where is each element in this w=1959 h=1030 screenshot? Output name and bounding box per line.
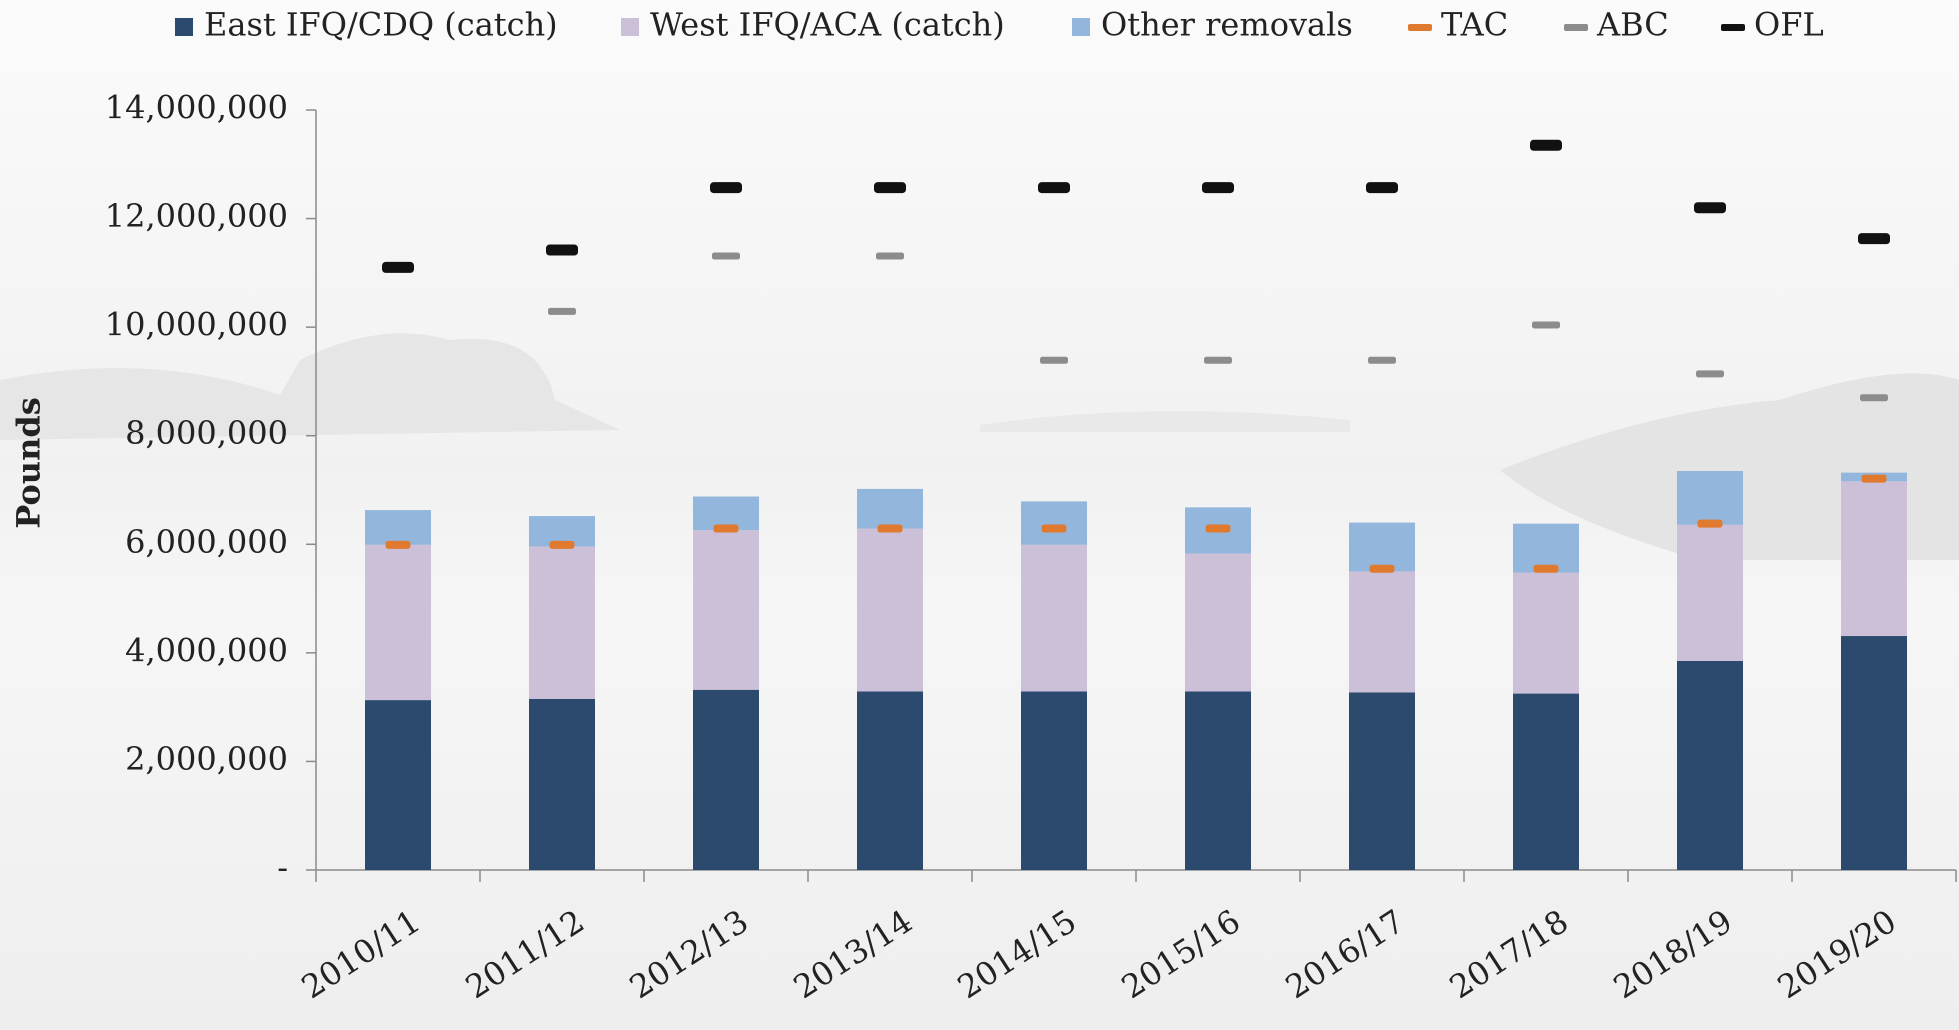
legend-swatch: [175, 18, 193, 36]
legend-label: TAC: [1441, 6, 1508, 44]
marker: [382, 261, 414, 273]
bar-segment: [1349, 692, 1415, 870]
legend-swatch: [1408, 24, 1432, 31]
legend-label: ABC: [1596, 6, 1669, 44]
bar-segment: [857, 691, 923, 870]
legend-swatch: [621, 18, 639, 36]
marker: [1040, 356, 1068, 364]
bar-segment: [1841, 481, 1907, 637]
bar-segment: [1021, 544, 1087, 692]
y-tick-label: 10,000,000: [105, 306, 288, 344]
legend-label: Other removals: [1101, 6, 1353, 44]
legend-swatch: [1072, 18, 1090, 36]
legend-swatch: [1564, 24, 1588, 31]
legend-label: West IFQ/ACA (catch): [650, 6, 1005, 44]
bar-segment: [365, 700, 431, 870]
marker: [548, 307, 576, 315]
marker: [712, 252, 740, 260]
bar-segment: [1185, 553, 1251, 692]
y-axis-label: Pounds: [10, 397, 48, 528]
marker: [1532, 321, 1560, 329]
marker: [1858, 233, 1890, 245]
bar-segment: [1021, 501, 1087, 545]
bar-segment: [693, 689, 759, 870]
marker: [1696, 370, 1724, 378]
legend-label: East IFQ/CDQ (catch): [204, 6, 558, 44]
y-tick-label: -: [277, 849, 288, 887]
bar-segment: [1677, 524, 1743, 661]
bar-segment: [1349, 522, 1415, 572]
background-shore: [980, 411, 1350, 432]
marker: [1694, 202, 1726, 214]
y-tick-label: 4,000,000: [125, 631, 288, 669]
marker: [877, 524, 903, 533]
marker: [876, 252, 904, 260]
marker: [1861, 474, 1887, 483]
marker: [1366, 182, 1398, 194]
bar-segment: [693, 530, 759, 690]
y-tick-label: 8,000,000: [125, 414, 288, 452]
bar-segment: [1677, 661, 1743, 870]
bar-segment: [1185, 691, 1251, 870]
marker: [1369, 564, 1395, 573]
marker: [1530, 139, 1562, 151]
marker: [1204, 356, 1232, 364]
bar-segment: [529, 699, 595, 870]
marker: [1202, 182, 1234, 194]
marker: [713, 524, 739, 533]
marker: [1368, 356, 1396, 364]
y-tick-label: 6,000,000: [125, 523, 288, 561]
bar-segment: [365, 544, 431, 701]
marker: [1205, 524, 1231, 533]
bar-segment: [1021, 691, 1087, 870]
bar-segment: [1841, 636, 1907, 870]
marker: [1860, 394, 1888, 402]
marker: [1533, 564, 1559, 573]
bar-segment: [529, 546, 595, 699]
bar-segment: [365, 510, 431, 545]
marker: [549, 540, 575, 549]
background-island: [0, 333, 620, 440]
bar-segment: [857, 488, 923, 529]
marker: [546, 244, 578, 256]
marker: [1038, 182, 1070, 194]
marker: [1697, 519, 1723, 528]
bar-segment: [1677, 471, 1743, 525]
bar-segment: [1513, 693, 1579, 870]
legend-label: OFL: [1754, 6, 1824, 44]
marker: [710, 182, 742, 194]
bar-segment: [1513, 523, 1579, 573]
y-tick-label: 12,000,000: [105, 197, 288, 235]
marker: [1041, 524, 1067, 533]
y-tick-label: 2,000,000: [125, 740, 288, 778]
bar-segment: [1513, 572, 1579, 694]
marker: [385, 540, 411, 549]
y-tick-label: 14,000,000: [105, 89, 288, 127]
legend-swatch: [1721, 24, 1745, 31]
bar-segment: [1349, 571, 1415, 693]
bar-segment: [857, 528, 923, 692]
marker: [874, 182, 906, 194]
